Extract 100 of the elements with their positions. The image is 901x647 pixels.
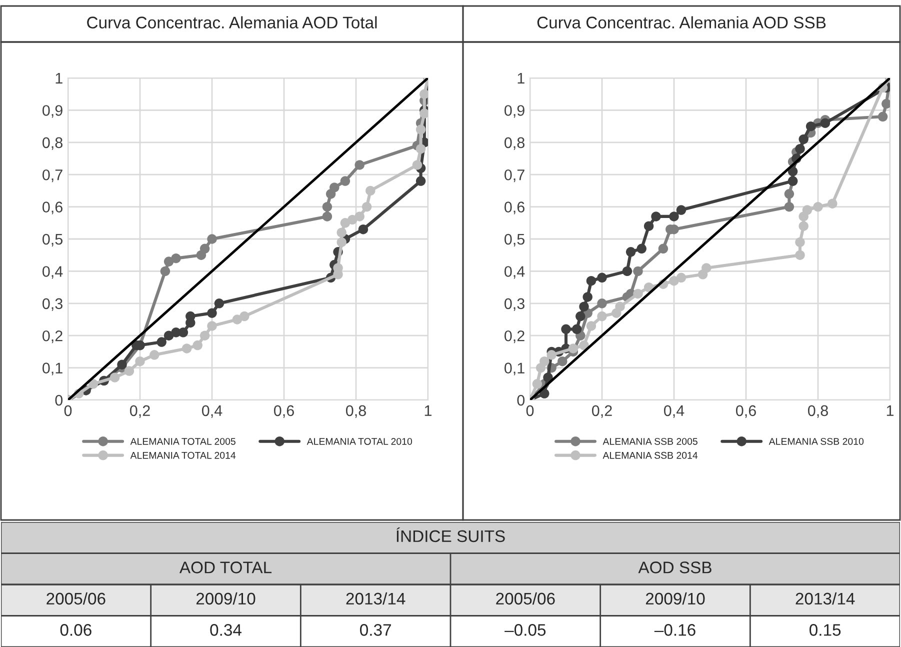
point [586,321,596,331]
point [579,340,589,350]
point [882,98,890,109]
y-tick-label: 0,2 [504,330,524,344]
chart-title: Curva Concentrac. Alemania AOD SSB [537,16,826,28]
text: 2009/10 [196,592,256,605]
point [558,356,568,366]
text: 2013/14 [346,592,406,605]
point [207,234,217,244]
point [354,212,364,222]
y-tick-label: 0,3 [504,298,524,311]
point [582,292,592,302]
y-tick-label: 0,4 [42,266,63,279]
y-tick-label: 0,2 [42,330,62,344]
point [362,202,372,212]
y-tick-label: 1 [56,73,62,84]
point [192,340,202,350]
point [644,282,654,292]
point [784,189,794,199]
point [802,205,812,215]
point [171,253,181,264]
point [561,324,571,334]
point [336,237,346,248]
point [416,176,426,186]
y-tick-label: 1 [518,73,524,84]
y-tick-label: 0,8 [504,137,524,150]
point [366,186,376,196]
text: 0.34 [210,624,242,636]
x-tick-label: 0,2 [130,405,150,418]
text: 2009/10 [646,592,705,605]
x-tick-label: 0,4 [664,405,684,418]
text: 0.37 [360,624,391,636]
y-tick-label: 0,7 [42,169,62,182]
point [795,144,805,154]
point [572,324,582,334]
point [214,298,224,308]
point [579,302,589,312]
point [828,198,838,208]
y-tick-label: 0,5 [42,234,62,246]
point [135,356,145,366]
point [820,118,830,128]
point [669,212,679,222]
point [358,224,368,234]
y-tick-label: 0,8 [42,137,62,150]
legend-label: ALEMANIA TOTAL 2014 [130,452,236,459]
point [156,337,166,347]
point [420,108,428,118]
point [336,228,346,238]
point [117,360,127,370]
x-tick-label: 1 [886,405,894,416]
y-tick-label: 0,5 [504,234,524,246]
y-tick-label: 0,1 [504,362,524,376]
point [543,372,553,382]
text: 0.06 [60,624,92,636]
point [88,379,98,389]
x-tick-label: 0,6 [274,405,294,418]
text: 2013/14 [796,592,855,605]
legend-label: ALEMANIA SSB 2005 [602,438,698,445]
point [651,212,661,222]
point [532,379,542,389]
point [207,308,217,318]
chart-title: Curva Concentrac. Alemania AOD Total [87,16,377,28]
point [568,344,578,354]
y-tick-label: 0,1 [42,362,62,376]
x-tick-label: 1 [424,405,432,416]
point [633,288,643,299]
point [795,250,805,260]
y-tick-label: 0,4 [504,266,525,279]
point [178,328,188,338]
point [795,237,805,248]
y-tick-label: 0,6 [42,202,62,214]
point [110,372,120,382]
point [354,160,364,170]
point [798,221,808,231]
text: –0.05 [504,624,546,636]
x-tick-label: 0 [64,405,72,416]
point [576,311,586,322]
y-tick-label: 0 [517,394,525,406]
point [416,144,426,154]
y-tick-label: 0,9 [504,105,524,118]
legend-label: ALEMANIA TOTAL 2005 [130,438,236,445]
point [597,298,607,308]
x-tick-label: 0 [526,405,534,416]
point [150,350,160,360]
point [644,221,654,231]
text: AOD SSB [638,562,712,574]
point [636,244,646,254]
point [200,244,210,254]
y-tick-label: 0,9 [42,105,62,118]
x-tick-label: 0,2 [592,405,612,418]
point [615,302,625,312]
point [813,202,823,212]
x-tick-label: 0,8 [346,405,366,418]
text: ÍNDICE SUITS [396,527,505,542]
y-tick-label: 0 [55,394,63,406]
point [322,212,332,222]
point [340,176,350,186]
legend-label: ALEMANIA SSB 2010 [768,438,864,445]
x-tick-label: 0,8 [808,405,828,418]
x-tick-label: 0,4 [202,405,222,418]
